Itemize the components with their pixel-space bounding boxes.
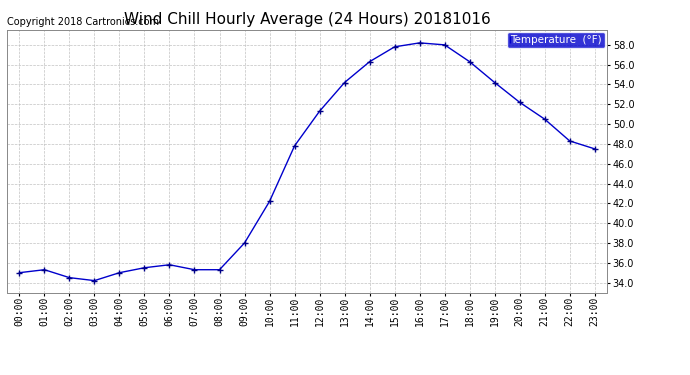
Legend: Temperature  (°F): Temperature (°F) xyxy=(507,32,605,48)
Title: Wind Chill Hourly Average (24 Hours) 20181016: Wind Chill Hourly Average (24 Hours) 201… xyxy=(124,12,491,27)
Text: Copyright 2018 Cartronics.com: Copyright 2018 Cartronics.com xyxy=(7,17,159,27)
